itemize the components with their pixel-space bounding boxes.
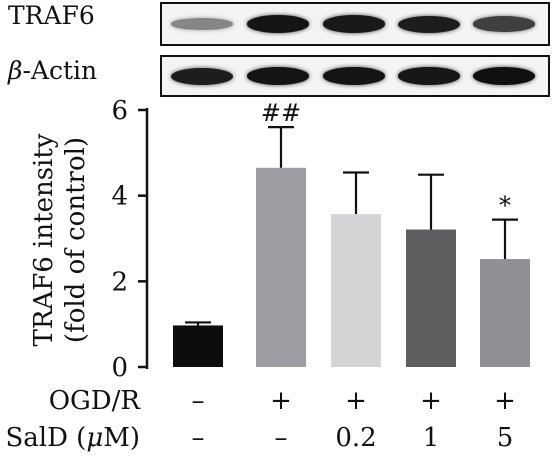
y-tick-label: 4 (111, 182, 128, 212)
bar (256, 167, 306, 367)
condition-value: + (270, 386, 292, 416)
y-axis-label-line1: TRAF6 intensity (29, 133, 59, 346)
bar (173, 325, 223, 367)
condition-value: + (345, 386, 367, 416)
condition-table: OGD/R – + + + + SalD (μM) – – 0.2 1 5 (5, 386, 515, 453)
y-tick-label: 6 (111, 96, 128, 126)
condition-value: 0.2 (335, 423, 376, 453)
blot-band (171, 67, 233, 85)
condition-value: – (275, 423, 288, 453)
blot-band (323, 15, 385, 33)
beta-symbol: β (8, 56, 23, 85)
blot-band (247, 67, 309, 85)
blot-band (171, 18, 233, 30)
blot-band (247, 15, 309, 33)
blot-band (323, 67, 385, 85)
blot-strip-traf6 (160, 2, 550, 46)
condition-label: SalD (μM) (5, 423, 140, 453)
condition-value: 1 (423, 423, 440, 453)
y-tick-label: 0 (111, 353, 128, 383)
y-axis-label-line2: (fold of control) (61, 137, 91, 343)
condition-label: OGD/R (49, 386, 142, 416)
bar (331, 214, 381, 367)
condition-value: + (420, 386, 442, 416)
y-tick-label: 2 (111, 267, 128, 297)
blot-label-beta-actin: β-Actin (8, 57, 97, 85)
bar (480, 259, 530, 367)
condition-value: 5 (497, 423, 514, 453)
bars: ## * (173, 99, 530, 367)
blot-band (473, 67, 535, 85)
significance-marker: * (499, 192, 511, 220)
condition-value: + (494, 386, 516, 416)
condition-value: – (192, 386, 205, 416)
bar (406, 229, 456, 367)
blot-band (398, 15, 460, 33)
condition-value: – (192, 423, 205, 453)
blot-label-traf6: TRAF6 (8, 1, 95, 30)
y-ticks: 0 2 4 6 (111, 96, 147, 383)
y-axis-label: TRAF6 intensity (fold of control) (29, 133, 91, 346)
blot-strip-beta-actin (160, 55, 550, 97)
significance-marker: ## (261, 99, 301, 127)
blot-band (473, 16, 535, 32)
actin-text: -Actin (22, 56, 98, 85)
blot-band (398, 67, 460, 85)
